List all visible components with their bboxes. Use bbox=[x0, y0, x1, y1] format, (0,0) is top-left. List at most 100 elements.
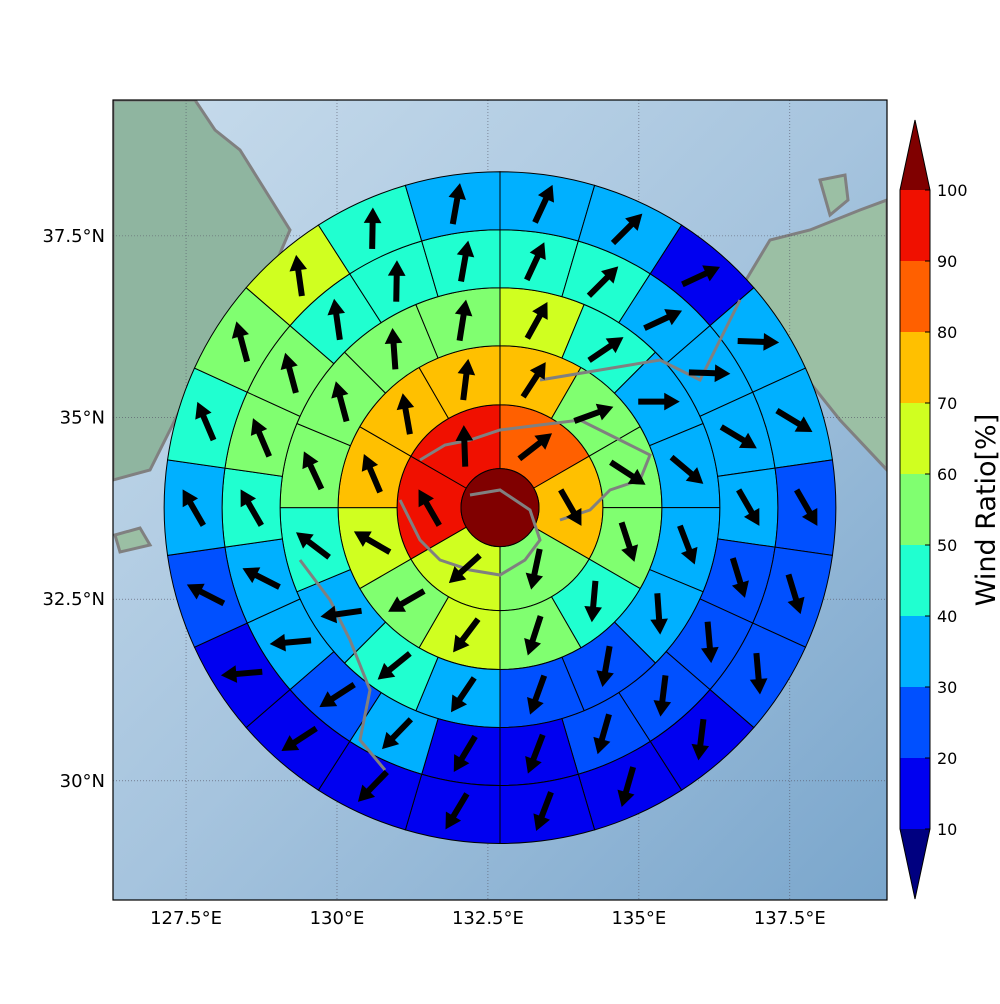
wind-arrow bbox=[382, 717, 414, 750]
wind-arrow bbox=[525, 733, 546, 774]
colorbar-bin bbox=[900, 616, 930, 687]
coastline bbox=[298, 559, 387, 771]
wind-arrow bbox=[691, 718, 710, 761]
wind-arrow bbox=[618, 521, 639, 562]
colorbar-tick-label: 50 bbox=[937, 536, 957, 555]
wind-arrow bbox=[242, 567, 281, 590]
wind-arrow bbox=[455, 425, 474, 467]
wind-arrow bbox=[457, 358, 476, 401]
y-tick-label: 30°N bbox=[60, 771, 105, 792]
wind-arrow bbox=[289, 254, 308, 297]
wind-arrow bbox=[638, 392, 680, 411]
wind-arrow bbox=[719, 424, 757, 449]
colorbar-under bbox=[900, 829, 930, 899]
colorbar-over bbox=[900, 120, 930, 190]
coastline bbox=[539, 299, 742, 383]
arrows bbox=[182, 183, 818, 832]
wind-arrow bbox=[701, 621, 719, 664]
wind-arrow bbox=[525, 548, 544, 590]
wind-arrow bbox=[384, 327, 403, 370]
wind-arrow bbox=[785, 573, 805, 615]
wind-arrow bbox=[729, 557, 749, 598]
colorbar-label: Wind Ratio[%] bbox=[971, 414, 1000, 606]
sectors bbox=[163, 171, 837, 844]
wind-arrow bbox=[688, 364, 731, 383]
y-tick-label: 35°N bbox=[60, 408, 105, 429]
colorbar-bin bbox=[900, 190, 930, 261]
colorbar-tick-label: 60 bbox=[937, 465, 957, 484]
wind-arrow bbox=[220, 665, 263, 683]
map-frame bbox=[112, 99, 888, 901]
wind-arrow bbox=[453, 617, 481, 653]
y-tick-label: 32.5°N bbox=[42, 589, 105, 610]
colorbar-bin bbox=[900, 687, 930, 758]
wind-arrow bbox=[520, 362, 546, 399]
wind-arrow bbox=[396, 393, 415, 435]
wind-arrow bbox=[584, 580, 602, 623]
wind-arrow bbox=[677, 524, 698, 565]
colorbar-tick-label: 90 bbox=[937, 252, 957, 271]
wind-arrow bbox=[794, 488, 818, 526]
wind-arrow bbox=[650, 593, 668, 635]
wind-arrow bbox=[357, 769, 389, 802]
wind-arrow bbox=[669, 454, 704, 484]
x-tick-label: 130°E bbox=[310, 908, 365, 929]
wind-arrow bbox=[617, 766, 637, 807]
wind-arrow bbox=[681, 265, 721, 288]
x-tick-label: 135°E bbox=[611, 908, 666, 929]
wind-arrow bbox=[586, 266, 619, 298]
x-tick-label: 127.5°E bbox=[150, 908, 222, 929]
x-tick-label: 132.5°E bbox=[452, 908, 524, 929]
wind-arrow bbox=[295, 532, 331, 560]
wind-arrow bbox=[558, 488, 582, 526]
wind-arrow bbox=[363, 207, 382, 250]
colorbar-bin bbox=[900, 261, 930, 332]
wind-arrow bbox=[451, 676, 477, 713]
wind-arrow bbox=[377, 651, 412, 680]
colorbar-bin bbox=[900, 758, 930, 829]
wind-arrow bbox=[418, 489, 442, 527]
wind-arrow bbox=[524, 302, 548, 340]
wind-arrow bbox=[448, 553, 482, 584]
ticks: 127.5°E 130°E 132.5°E 135°E 137.5°E 30°N 32.5°… bbox=[42, 226, 825, 929]
wind-arrow bbox=[593, 713, 612, 755]
colorbar-tick-label: 30 bbox=[937, 678, 957, 697]
sector bbox=[404, 171, 501, 242]
colorbar-bin bbox=[900, 332, 930, 403]
colorbar-tick-label: 70 bbox=[937, 394, 957, 413]
wind-arrow bbox=[280, 352, 299, 394]
wind-arrow bbox=[736, 488, 760, 526]
wind-arrow bbox=[596, 645, 614, 688]
wind-arrow bbox=[524, 242, 546, 282]
wind-arrow bbox=[281, 725, 318, 751]
wind-arrow bbox=[454, 299, 473, 342]
x-tick-label: 137.5°E bbox=[754, 908, 826, 929]
land-jeju bbox=[113, 526, 153, 554]
wind-arrow bbox=[320, 605, 362, 624]
wind-arrow bbox=[269, 633, 312, 652]
wind-arrow bbox=[331, 381, 350, 423]
wind-arrow bbox=[240, 489, 264, 527]
wind-arrow bbox=[749, 652, 768, 695]
colorbar-bin bbox=[900, 474, 930, 545]
wind-arrow bbox=[302, 451, 325, 491]
wind-arrow bbox=[573, 403, 614, 424]
colorbar-bin bbox=[900, 545, 930, 616]
center-disk bbox=[460, 468, 540, 548]
wind-arrow bbox=[533, 791, 554, 832]
colorbar-tick-label: 100 bbox=[937, 181, 968, 200]
wind-arrow bbox=[387, 260, 406, 302]
wind-arrow bbox=[456, 240, 475, 282]
wind-arrow bbox=[775, 408, 813, 432]
wind-arrow bbox=[527, 674, 548, 715]
wind-arrow bbox=[737, 333, 780, 351]
colorbar: 10 20 30 40 50 60 70 80 90 100 bbox=[899, 119, 968, 900]
y-tick-label: 37.5°N bbox=[42, 226, 105, 247]
wind-arrow bbox=[587, 337, 624, 363]
wind-arrow bbox=[445, 792, 470, 830]
wind-arrow bbox=[353, 531, 392, 555]
colorbar-tick-label: 80 bbox=[937, 323, 957, 342]
colorbar-bin bbox=[900, 403, 930, 474]
colorbar-tick-label: 40 bbox=[937, 607, 957, 626]
